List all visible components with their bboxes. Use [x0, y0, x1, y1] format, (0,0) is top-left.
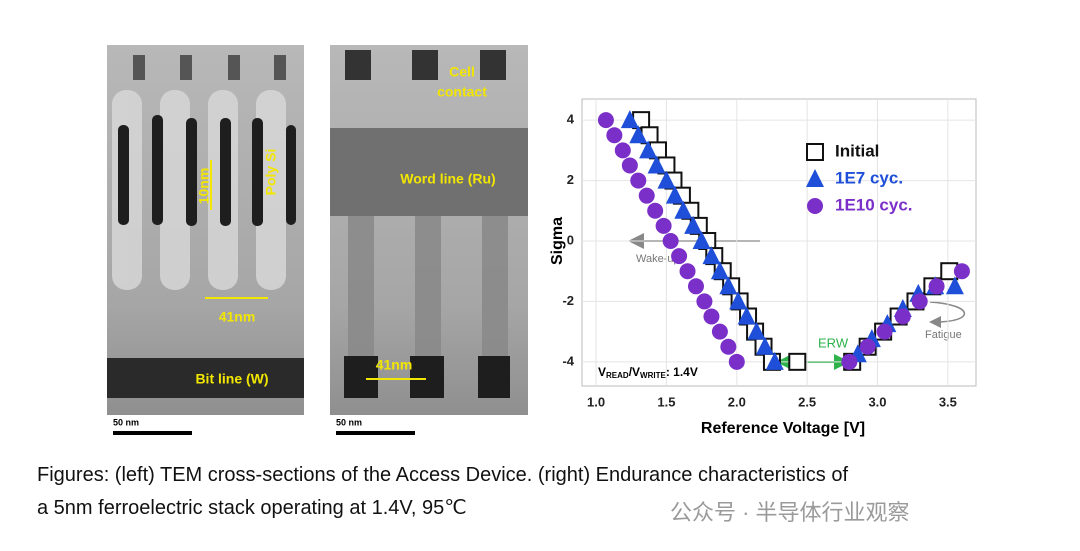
- marker: [692, 230, 711, 249]
- marker: [755, 336, 774, 355]
- marker: [638, 187, 655, 204]
- marker: [953, 263, 970, 280]
- marker: [671, 248, 688, 265]
- fatigue-arrow: [929, 301, 966, 328]
- marker: [737, 306, 756, 325]
- marker: [687, 278, 704, 295]
- scale-bar-label: 50 nm: [336, 417, 362, 427]
- marker: [859, 338, 876, 355]
- annotation: Wake-up: [636, 253, 680, 265]
- marker: [747, 321, 766, 340]
- marker: [728, 353, 745, 370]
- marker: [729, 291, 748, 310]
- y-tick-label: 4: [567, 112, 575, 127]
- x-tick-label: 1.5: [657, 394, 675, 409]
- marker: [684, 215, 703, 234]
- marker: [657, 170, 676, 189]
- caption: a 5nm ferroelectric stack operating at 1…: [37, 497, 467, 519]
- legend-label: Initial: [835, 141, 879, 160]
- scale-bar-label: 50 nm: [113, 417, 139, 427]
- tem-label: 41nm: [376, 357, 413, 373]
- tem-label: 10nm: [196, 168, 212, 205]
- legend-marker: [807, 198, 823, 214]
- marker: [703, 308, 720, 325]
- x-tick-label: 2.0: [728, 394, 746, 409]
- legend-marker: [806, 169, 824, 187]
- marker: [674, 200, 693, 219]
- x-tick-label: 1.0: [587, 394, 605, 409]
- marker: [647, 202, 664, 219]
- marker: [720, 338, 737, 355]
- marker: [928, 278, 945, 295]
- marker: [630, 172, 647, 189]
- y-tick-label: -4: [562, 353, 574, 368]
- legend-marker: [806, 143, 824, 161]
- marker: [639, 140, 658, 159]
- marker: [614, 142, 631, 159]
- marker: [620, 110, 639, 129]
- marker: [876, 323, 893, 340]
- y-axis-label: Sigma: [549, 217, 566, 265]
- tem-label: Word line (Ru): [400, 171, 495, 187]
- x-tick-label: 3.5: [939, 394, 957, 409]
- tem-label: 41nm: [219, 309, 256, 325]
- tem-label: Bit line (W): [195, 371, 268, 387]
- marker: [711, 323, 728, 340]
- marker: [719, 276, 738, 295]
- legend-label: 1E10 cyc.: [835, 195, 913, 214]
- marker: [788, 352, 807, 371]
- tem-label: contact: [437, 84, 487, 100]
- plot-area: 1.0 1.5 2.0 2.5 3.0 3.5 -4 -2 0 2 4 Initial 1E7 cyc.…: [562, 99, 976, 409]
- tem-image: [107, 45, 304, 435]
- marker: [629, 125, 648, 144]
- marker: [710, 261, 729, 280]
- x-tick-label: 3.0: [868, 394, 886, 409]
- marker: [647, 155, 666, 174]
- marker: [655, 217, 672, 234]
- marker: [911, 293, 928, 310]
- y-tick-label: 0: [567, 232, 574, 247]
- plot-frame: [581, 98, 977, 387]
- marker: [894, 308, 911, 325]
- marker: [702, 246, 721, 265]
- y-tick-label: 2: [567, 172, 574, 187]
- marker: [665, 185, 684, 204]
- annotation: ERW: [818, 335, 849, 350]
- legend-label: 1E7 cyc.: [835, 168, 903, 187]
- marker: [945, 276, 964, 295]
- marker: [841, 353, 858, 370]
- condition-label: VREAD/VWRITE: 1.4V: [598, 365, 698, 380]
- marker: [679, 263, 696, 280]
- marker: [696, 293, 713, 310]
- watermark: 公众号 · 半导体行业观察: [670, 500, 910, 525]
- x-tick-label: 2.5: [798, 394, 816, 409]
- marker: [621, 157, 638, 174]
- annotation: Fatigue: [925, 329, 962, 341]
- x-axis-label: Reference Voltage [V]: [701, 420, 865, 437]
- tem-image: [330, 45, 528, 435]
- tem-label: Cell: [449, 64, 475, 80]
- y-tick-label: -2: [562, 293, 574, 308]
- tem-label: Poly Si: [263, 149, 279, 196]
- marker: [662, 232, 679, 249]
- marker: [765, 351, 784, 370]
- marker: [597, 112, 614, 129]
- caption: Figures: (left) TEM cross-sections of th…: [37, 464, 849, 486]
- marker: [606, 127, 623, 144]
